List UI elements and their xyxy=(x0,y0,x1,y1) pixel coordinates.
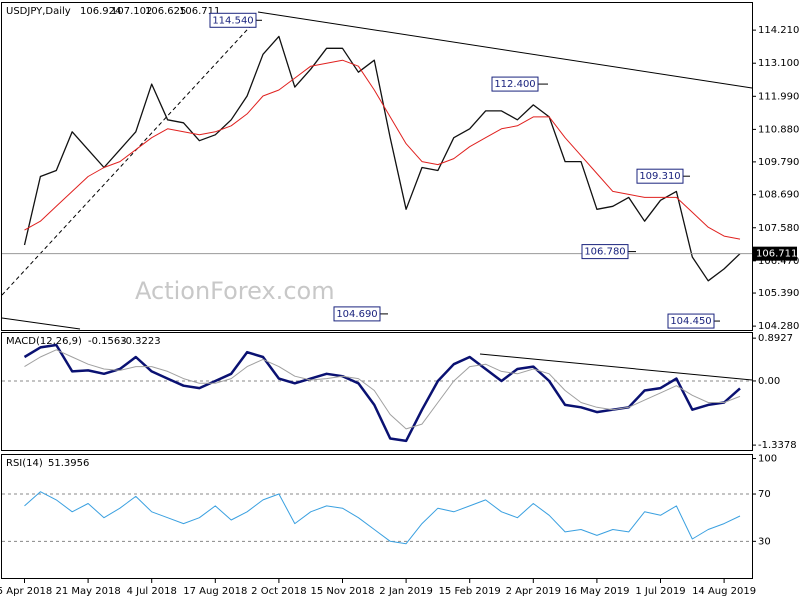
annotation-label: 109.310 xyxy=(639,171,680,182)
x-tick-label: 5 Apr 2018 xyxy=(0,586,52,597)
series-line xyxy=(24,59,741,240)
annotation-box xyxy=(636,168,684,184)
x-tick-label: 2 Apr 2019 xyxy=(506,586,561,597)
x-tick-label: 4 Jul 2018 xyxy=(127,586,177,597)
y-tick-label: -1.3378 xyxy=(758,440,797,451)
readout: 106.924 xyxy=(80,6,121,17)
annotation-label: 106.780 xyxy=(584,247,625,258)
y-tick-label: 0.8927 xyxy=(758,333,793,344)
trendline xyxy=(1,317,81,330)
series-line xyxy=(24,491,741,545)
readout: 51.3956 xyxy=(48,458,89,469)
readout: 106.711 xyxy=(179,6,220,17)
price-box xyxy=(753,246,797,261)
annotation-label: 114.540 xyxy=(212,15,253,26)
series-line xyxy=(24,349,741,430)
y-tick-label: 108.690 xyxy=(758,190,799,201)
y-tick-label: 70 xyxy=(758,489,771,500)
x-tick-label: 15 Feb 2019 xyxy=(439,586,501,597)
x-tick-label: 2 Jan 2019 xyxy=(379,586,433,597)
readout: -0.3223 xyxy=(122,336,161,347)
annotation-box xyxy=(667,313,715,329)
readout: -0.1563 xyxy=(88,336,127,347)
y-tick-label: 106.470 xyxy=(758,256,799,267)
x-tick-label: 16 May 2019 xyxy=(564,586,629,597)
annotation-label: 104.690 xyxy=(336,309,377,320)
y-tick-label: 107.580 xyxy=(758,223,799,234)
y-tick-label: 109.790 xyxy=(758,157,799,168)
pane-title: RSI(14) xyxy=(6,458,43,469)
trendline xyxy=(257,11,753,89)
macd-frame xyxy=(1,332,753,451)
y-tick-label: 104.280 xyxy=(758,321,799,332)
x-tick-label: 17 Aug 2018 xyxy=(183,586,247,597)
y-tick-label: 105.390 xyxy=(758,288,799,299)
y-tick-label: 110.880 xyxy=(758,124,799,135)
y-tick-label: 114.210 xyxy=(758,25,799,36)
frames xyxy=(1,2,753,579)
x-tick-label: 1 Jul 2019 xyxy=(635,586,685,597)
trendline xyxy=(479,353,753,381)
readout: 106.625 xyxy=(145,6,186,17)
x-tick-label: 21 May 2018 xyxy=(55,586,120,597)
annotation-label: 104.450 xyxy=(670,316,711,327)
annotation-box xyxy=(581,244,629,260)
y-tick-label: 30 xyxy=(758,536,771,547)
annotation-box xyxy=(209,12,257,28)
pane-title: USDJPY,Daily xyxy=(6,6,71,17)
watermark: ActionForex.com xyxy=(135,277,335,305)
price-header: USDJPY,Daily 106.924 107.102 106.625 106… xyxy=(6,6,220,17)
y-tick-label: 111.990 xyxy=(758,91,799,102)
x-tick-label: 2 Oct 2018 xyxy=(251,586,306,597)
rsi-frame xyxy=(1,454,753,579)
annotation-label: 112.400 xyxy=(494,79,535,90)
x-tick-label: 14 Aug 2019 xyxy=(692,586,756,597)
x-tick-label: 15 Nov 2018 xyxy=(310,586,374,597)
readout: 107.102 xyxy=(111,6,152,17)
y-tick-label: 100 xyxy=(758,454,777,465)
trendlines xyxy=(1,11,753,381)
annotation-box xyxy=(333,306,381,322)
pane-title: MACD(12,26,9) xyxy=(6,336,82,347)
y-tick-label: 0.00 xyxy=(758,376,780,387)
y-tick-label: 113.100 xyxy=(758,58,799,69)
price-label: 106.711 xyxy=(756,249,797,260)
annotation-box xyxy=(491,76,539,92)
series-line xyxy=(23,35,741,282)
price-frame xyxy=(1,2,753,331)
